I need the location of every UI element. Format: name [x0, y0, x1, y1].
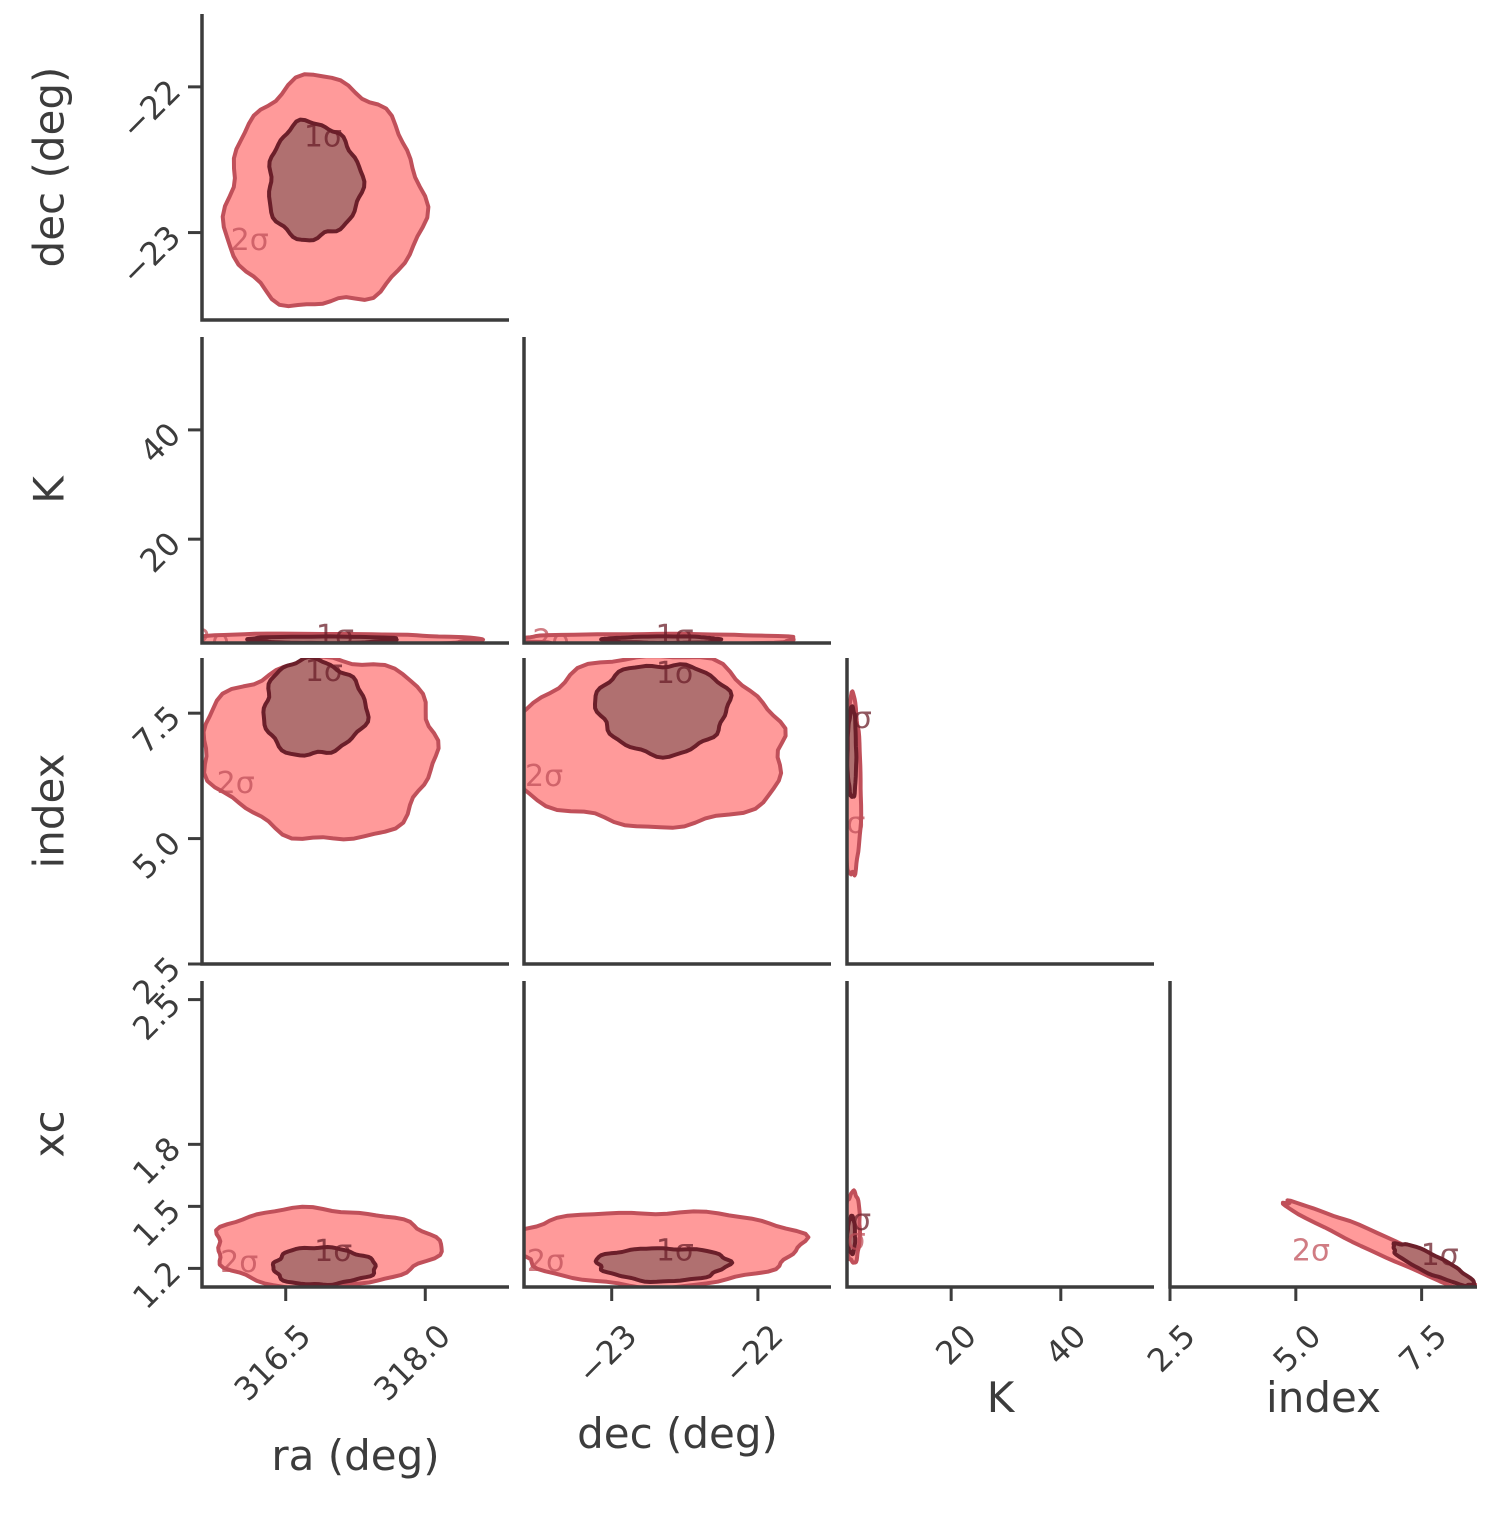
- contours: 1σ 2σ: [214, 1204, 444, 1287]
- panel-spine: [845, 658, 1154, 966]
- y-tick-label-index: 5.0: [125, 824, 188, 887]
- panel-K-vs-ra: 1σ 2σ: [192, 337, 509, 659]
- sigma1-label: 1σ: [1421, 1238, 1459, 1273]
- sigma1-label: 1σ: [304, 119, 342, 154]
- contours: 1σ 2σ: [1280, 1198, 1477, 1287]
- y-axis-label-index: index: [25, 754, 74, 869]
- contours: 1σ 2σ: [827, 689, 872, 878]
- contours: 1σ 2σ: [524, 656, 788, 830]
- panel-xc-vs-ra: 1σ 2σ: [200, 981, 509, 1289]
- contours: 1σ 2σ: [192, 619, 485, 659]
- contours: 1σ 2σ: [202, 654, 441, 842]
- sigma1-contour: [1391, 1241, 1477, 1287]
- x-axis-label-dec: dec (deg): [577, 1409, 778, 1458]
- panel-spine: [522, 337, 831, 645]
- y-tick-label-xc: 1.5: [125, 1192, 188, 1255]
- x-tick-label-ra: 318.0: [366, 1317, 458, 1409]
- y-tick-label-index: 7.5: [125, 698, 188, 761]
- panel-xc-vs-dec: 1σ 2σ: [522, 981, 831, 1289]
- panel-spine: [522, 981, 831, 1289]
- y-axis-label-dec: dec (deg): [25, 67, 74, 268]
- x-tick-label-dec: −22: [716, 1317, 791, 1392]
- sigma2-label: 2σ: [525, 759, 563, 794]
- sigma1-label: 1σ: [316, 619, 354, 654]
- y-tick-label-xc: 1.8: [125, 1129, 188, 1192]
- sigma1-contour: [593, 662, 734, 760]
- panel-K-vs-dec: 1σ 2σ: [522, 337, 831, 659]
- sigma1-label: 1σ: [656, 619, 694, 654]
- panel-spine: [200, 14, 509, 322]
- x-tick-label-index: 7.5: [1391, 1317, 1454, 1380]
- x-tick-label-index: 2.5: [1140, 1317, 1203, 1380]
- sigma1-contour: [593, 1246, 735, 1284]
- y-tick-label-dec: −22: [113, 72, 188, 147]
- y-axis-label-xc: xc: [25, 1110, 74, 1157]
- contours: 1σ 2σ: [220, 72, 431, 309]
- sigma1-label: 1σ: [834, 701, 872, 736]
- sigma1-label: 1σ: [656, 656, 694, 691]
- y-tick-label-dec: −23: [113, 218, 188, 293]
- sigma1-contour: [267, 117, 367, 243]
- contours: 1σ 2σ: [524, 619, 796, 659]
- y-tick-label-xc: 1.2: [125, 1254, 188, 1317]
- panel-index-vs-dec: 1σ 2σ: [522, 656, 831, 966]
- panel-spine: [200, 981, 509, 1289]
- sigma1-label: 1σ: [305, 654, 343, 689]
- sigma2-label: 2σ: [217, 766, 255, 801]
- sigma2-label: 2σ: [827, 806, 865, 841]
- sigma1-contour: [270, 1245, 378, 1287]
- x-axis-label-K: K: [987, 1373, 1016, 1422]
- x-tick-label-index: 5.0: [1266, 1317, 1329, 1380]
- sigma2-label: 2σ: [532, 624, 570, 659]
- y-tick-label-K: 20: [132, 524, 188, 580]
- panel-index-vs-K: 1σ 2σ: [827, 658, 1154, 966]
- x-tick-label-ra: 316.5: [227, 1317, 319, 1409]
- sigma1-label: 1σ: [833, 1203, 871, 1238]
- panel-index-vs-ra: 1σ 2σ: [200, 654, 509, 966]
- panel-spine: [200, 337, 509, 645]
- sigma2-label: 2σ: [527, 1244, 565, 1279]
- y-axis-label-K: K: [25, 475, 74, 504]
- x-tick-label-K: 40: [1038, 1317, 1094, 1373]
- contours: 1σ 2σ: [524, 1209, 811, 1287]
- x-axis-label-ra: ra (deg): [271, 1431, 439, 1480]
- x-tick-label-dec: −23: [570, 1317, 645, 1392]
- sigma2-label: 2σ: [828, 1223, 866, 1258]
- y-tick-label-K: 40: [132, 415, 188, 471]
- panel-dec-vs-ra: 1σ 2σ: [200, 14, 509, 322]
- panel-xc-vs-index: 1σ 2σ: [1168, 981, 1477, 1289]
- sigma2-label: 2σ: [220, 1245, 258, 1280]
- x-axis-label-index: index: [1266, 1373, 1381, 1422]
- sigma2-label: 2σ: [192, 624, 230, 659]
- sigma2-label: 2σ: [231, 223, 269, 258]
- panel-spine: [522, 658, 831, 966]
- sigma2-label: 2σ: [1292, 1233, 1330, 1268]
- sigma1-label: 1σ: [314, 1234, 352, 1269]
- sigma1-contour: [261, 658, 371, 758]
- panel-spine: [845, 981, 1154, 1289]
- x-tick-label-K: 20: [928, 1317, 984, 1373]
- sigma1-label: 1σ: [656, 1233, 694, 1268]
